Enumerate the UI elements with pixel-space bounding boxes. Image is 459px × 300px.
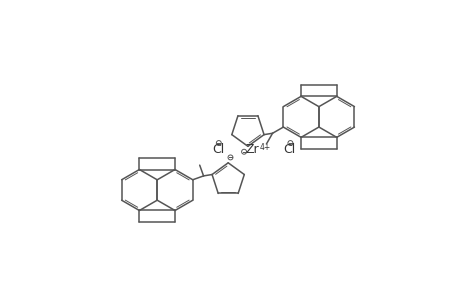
Text: Cl: Cl xyxy=(212,143,224,157)
Text: 4+: 4+ xyxy=(259,143,270,152)
Text: Cl: Cl xyxy=(283,143,295,157)
Text: Zr: Zr xyxy=(246,143,259,157)
